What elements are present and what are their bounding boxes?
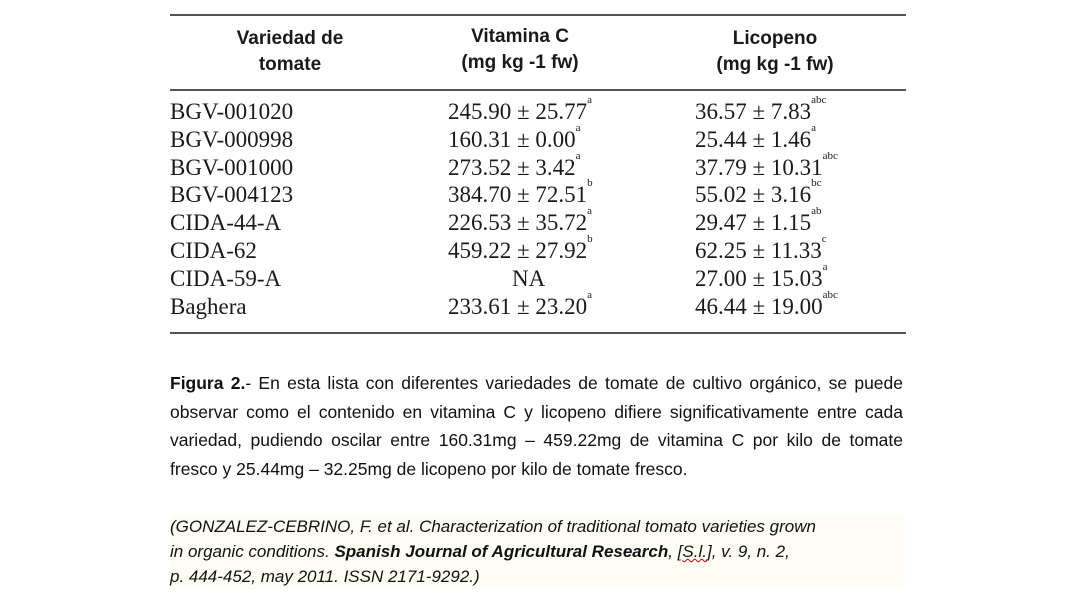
vitamin-c-sup: a xyxy=(587,205,593,218)
header-variety-line2: tomate xyxy=(258,54,322,75)
caption-text: - En esta lista con diferentes variedade… xyxy=(170,373,903,479)
vitamin-c-cell: 226.53 ± 35.72a xyxy=(448,206,592,237)
vitamin-c-sup: a xyxy=(587,288,593,301)
header-variety-line1: Variedad de xyxy=(236,28,344,49)
vitamin-c-cell: 273.52 ± 3.42a xyxy=(448,150,581,182)
variety-cell: Baghera xyxy=(170,293,247,319)
variety-cell: BGV-004123 xyxy=(170,182,294,208)
reference-text-4: ], v. 9, n. 2, xyxy=(706,542,790,561)
lycopene-value: 25.44 ± 1.46 xyxy=(695,126,812,152)
variety-cell: CIDA-59-A xyxy=(170,265,282,291)
table-row: CIDA-62 459.22 ± 27.92b 62.25 ± 11.33c xyxy=(170,233,906,265)
lycopene-sup: abc xyxy=(811,94,827,106)
lycopene-value: 55.02 ± 3.16 xyxy=(695,182,812,208)
vitamin-c-sup: a xyxy=(587,94,593,106)
lycopene-cell: 55.02 ± 3.16bc xyxy=(695,178,822,209)
vitamin-c-cell: 160.31 ± 0.00a xyxy=(448,122,581,154)
lycopene-value: 36.57 ± 7.83 xyxy=(695,99,812,124)
header-vitamin-c-line2: (mg kg -1 fw) xyxy=(461,52,579,73)
variety-cell: CIDA-62 xyxy=(170,237,257,263)
reference-text-2: in organic conditions. xyxy=(170,542,335,561)
lycopene-sup: bc xyxy=(811,177,822,190)
table-header-rule xyxy=(170,89,906,91)
table-row: CIDA-44-A 226.53 ± 35.72a 29.47 ± 1.15ab xyxy=(170,206,906,237)
header-vitamin-c-line1: Vitamina C xyxy=(471,26,569,47)
lycopene-cell: 29.47 ± 1.15ab xyxy=(695,206,822,237)
table-row: Baghera 233.61 ± 23.20a 46.44 ± 19.00abc xyxy=(170,289,906,321)
vitamin-c-value: 245.90 ± 25.77 xyxy=(448,99,588,124)
variety-cell: BGV-001000 xyxy=(170,154,294,180)
lycopene-cell: 46.44 ± 19.00abc xyxy=(695,289,838,321)
vitamin-c-value: 160.31 ± 0.00 xyxy=(448,126,576,152)
variety-cell: CIDA-44-A xyxy=(170,210,282,236)
header-variety: Variedad de tomate xyxy=(180,26,400,78)
vitamin-c-cell: 245.90 ± 25.77a xyxy=(448,95,592,126)
vitamin-c-cell: 459.22 ± 27.92b xyxy=(448,233,593,265)
lycopene-sup: abc xyxy=(822,149,838,162)
vitamin-c-cell: 233.61 ± 23.20a xyxy=(448,289,592,321)
reference-line-1: (GONZALEZ-CEBRINO, F. et al. Characteriz… xyxy=(170,514,905,539)
reference-line-3: p. 444-452, may 2011. ISSN 2171-9292.) xyxy=(170,564,905,589)
table-row: BGV-000998 160.31 ± 0.00a 25.44 ± 1.46a xyxy=(170,122,906,154)
lycopene-value: 37.79 ± 10.31 xyxy=(695,154,823,180)
vitamin-c-value: 273.52 ± 3.42 xyxy=(448,154,576,180)
table-body: BGV-001020 245.90 ± 25.77a 36.57 ± 7.83a… xyxy=(170,95,906,321)
lycopene-sup: c xyxy=(821,232,827,245)
lycopene-value: 27.00 ± 15.03 xyxy=(695,265,823,291)
reference-text-5: p. 444-452, may 2011. ISSN 2171-9292.) xyxy=(170,567,480,586)
vitamin-c-cell: 384.70 ± 72.51b xyxy=(448,178,593,209)
table-row: BGV-001020 245.90 ± 25.77a 36.57 ± 7.83a… xyxy=(170,95,906,126)
reference-line-2: in organic conditions. Spanish Journal o… xyxy=(170,539,905,564)
lycopene-cell: 25.44 ± 1.46a xyxy=(695,122,816,154)
table-row: CIDA-59-A NA 27.00 ± 15.03a xyxy=(170,261,906,293)
table-row: BGV-004123 384.70 ± 72.51b 55.02 ± 3.16b… xyxy=(170,178,906,209)
figure-caption: Figura 2.- En esta lista con diferentes … xyxy=(170,369,903,483)
vitamin-c-value: 226.53 ± 35.72 xyxy=(448,210,588,236)
table-row: BGV-001000 273.52 ± 3.42a 37.79 ± 10.31a… xyxy=(170,150,906,182)
reference-citation: (GONZALEZ-CEBRINO, F. et al. Characteriz… xyxy=(170,514,905,589)
vitamin-c-sup: b xyxy=(587,232,593,245)
reference-journal: Spanish Journal of Agricultural Research xyxy=(334,542,669,561)
reference-text-3: , [ xyxy=(668,542,683,561)
vitamin-c-sup: a xyxy=(575,149,581,162)
lycopene-sup: a xyxy=(822,260,828,273)
variety-cell: BGV-000998 xyxy=(170,126,294,152)
caption-label: Figura 2. xyxy=(170,373,246,393)
header-lycopene-line1: Licopeno xyxy=(732,28,818,49)
vitamin-c-sup: b xyxy=(587,177,593,190)
reference-text-1: (GONZALEZ-CEBRINO, F. et al. Characteriz… xyxy=(170,517,816,536)
vitamin-c-value: 459.22 ± 27.92 xyxy=(448,237,588,263)
lycopene-cell: 62.25 ± 11.33c xyxy=(695,233,827,265)
header-vitamin-c: Vitamina C (mg kg -1 fw) xyxy=(420,24,620,76)
lycopene-value: 29.47 ± 1.15 xyxy=(695,210,812,236)
table-top-rule xyxy=(170,14,906,16)
vitamin-c-value: 233.61 ± 23.20 xyxy=(448,293,588,319)
vitamin-c-value: 384.70 ± 72.51 xyxy=(448,182,588,208)
lycopene-value: 46.44 ± 19.00 xyxy=(695,293,823,319)
lycopene-value: 62.25 ± 11.33 xyxy=(695,237,822,263)
lycopene-cell: 36.57 ± 7.83abc xyxy=(695,95,826,126)
lycopene-sup: a xyxy=(811,121,817,134)
lycopene-cell: 37.79 ± 10.31abc xyxy=(695,150,838,182)
header-lycopene-line2: (mg kg -1 fw) xyxy=(716,54,834,75)
lycopene-sup: ab xyxy=(811,205,822,218)
vitamin-c-cell: NA xyxy=(512,265,545,293)
vitamin-c-sup: a xyxy=(575,121,581,134)
variety-cell: BGV-001020 xyxy=(170,99,294,124)
reference-sl: S.l. xyxy=(682,542,707,561)
table-bottom-rule xyxy=(170,332,906,334)
vitamin-c-value: NA xyxy=(512,265,546,291)
header-lycopene: Licopeno (mg kg -1 fw) xyxy=(670,26,880,78)
lycopene-sup: abc xyxy=(822,288,838,301)
lycopene-cell: 27.00 ± 15.03a xyxy=(695,261,828,293)
